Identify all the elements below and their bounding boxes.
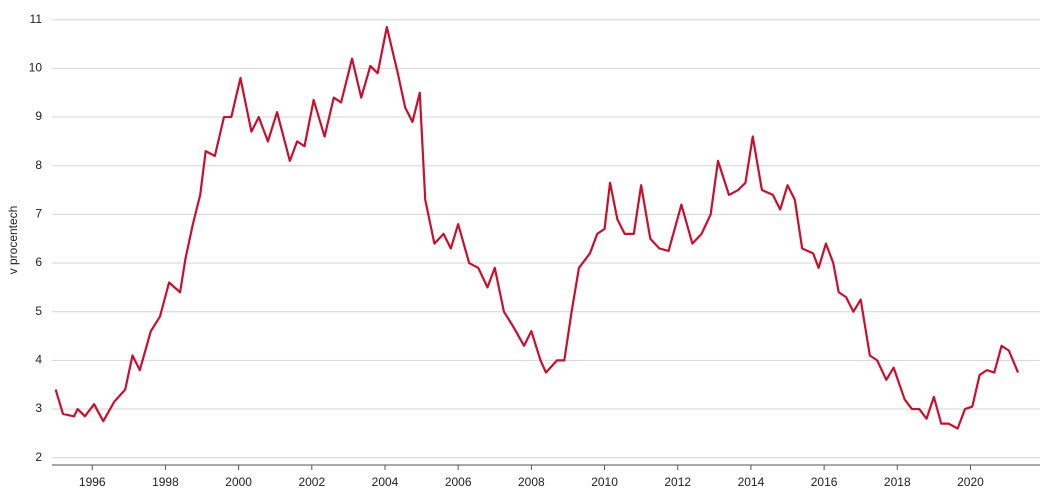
y-tick-label: 10 xyxy=(29,61,43,75)
x-tick-label: 2002 xyxy=(298,475,325,489)
x-tick-label: 2012 xyxy=(664,475,691,489)
y-tick-label: 8 xyxy=(35,158,42,172)
y-tick-label: 11 xyxy=(30,12,43,26)
x-tick-label: 2004 xyxy=(372,475,399,489)
x-tick-label: 2008 xyxy=(518,475,545,489)
y-axis-label: v procentech xyxy=(6,206,20,275)
y-tick-label: 5 xyxy=(35,304,42,318)
data-line xyxy=(54,25,1020,430)
y-tick-label: 4 xyxy=(35,353,42,367)
y-tick-label: 6 xyxy=(35,255,42,269)
x-tick-label: 2000 xyxy=(225,475,252,489)
y-tick-label: 7 xyxy=(35,207,42,221)
x-tick-label: 1996 xyxy=(79,475,106,489)
y-tick-label: 2 xyxy=(35,450,42,464)
x-tick-label: 2014 xyxy=(738,475,765,489)
x-tick-label: 1998 xyxy=(152,475,179,489)
x-tick-label: 2020 xyxy=(957,475,984,489)
x-tick-label: 2010 xyxy=(591,475,618,489)
x-tick-label: 2016 xyxy=(811,475,838,489)
y-tick-label: 3 xyxy=(35,401,42,415)
x-tick-label: 2006 xyxy=(445,475,472,489)
y-tick-label: 9 xyxy=(35,109,42,123)
x-tick-label: 2018 xyxy=(884,475,911,489)
